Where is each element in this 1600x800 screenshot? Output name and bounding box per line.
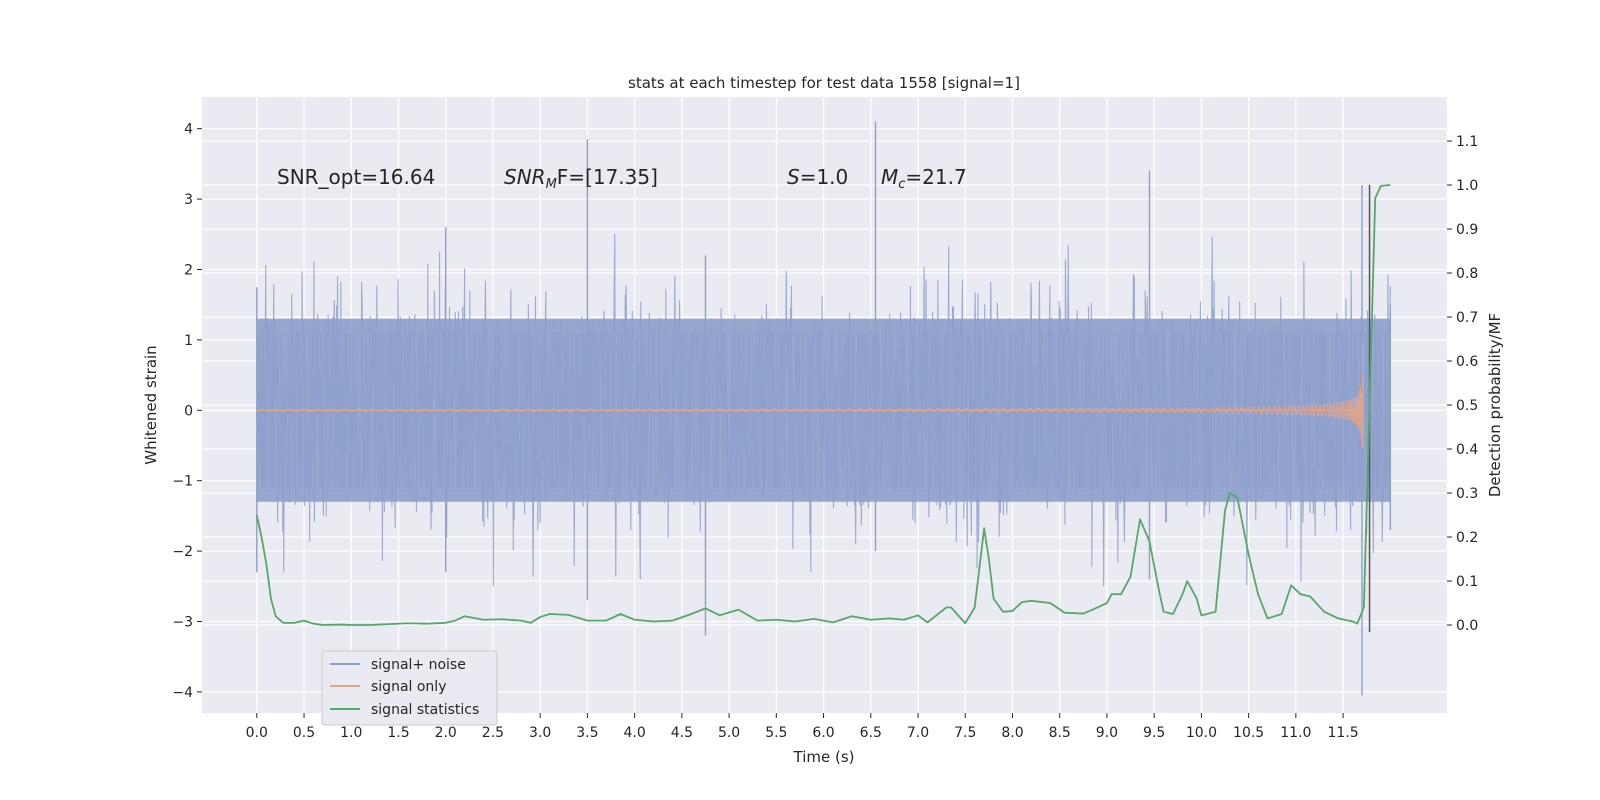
y-left-tick-label: 4 bbox=[184, 122, 193, 138]
signal-only-series bbox=[256, 342, 1365, 448]
x-tick-label: 5.0 bbox=[718, 725, 740, 741]
y-right-tick-label: 1.0 bbox=[1456, 178, 1478, 194]
y-right-tick-label: 0.4 bbox=[1456, 442, 1478, 458]
annotation-mc-label: M bbox=[881, 165, 898, 189]
x-tick-label: 0.5 bbox=[293, 725, 315, 741]
legend-label-signal-statistics: signal statistics bbox=[371, 702, 479, 718]
y-right-tick-label: 1.1 bbox=[1456, 134, 1478, 150]
y-right-tick-label: 0.3 bbox=[1456, 486, 1478, 502]
x-tick-label: 7.5 bbox=[954, 725, 976, 741]
x-tick-label: 3.0 bbox=[529, 725, 551, 741]
annotation-snr-mf-sub: M bbox=[546, 177, 557, 192]
y-left-tick-label: −1 bbox=[172, 474, 193, 490]
annotation-mc-sub: c bbox=[898, 177, 905, 192]
annotation-s-label: S bbox=[787, 165, 800, 189]
x-tick-label: 6.0 bbox=[812, 725, 834, 741]
annotation-snr-mf-main: SNR bbox=[504, 165, 546, 189]
legend: signal+ noise signal only signal statist… bbox=[321, 650, 498, 726]
x-tick-label: 9.5 bbox=[1143, 725, 1165, 741]
annotation-s-value: =1.0 bbox=[800, 165, 849, 189]
x-tick-label: 8.0 bbox=[1001, 725, 1023, 741]
chart-title: stats at each timestep for test data 155… bbox=[628, 74, 1020, 92]
y-axis-label-left: Whitened strain bbox=[142, 345, 160, 464]
annotation-s: S=1.0 bbox=[787, 165, 848, 189]
x-tick-label: 3.5 bbox=[576, 725, 598, 741]
ticks: 0.0 0.5 1.0 1.5 2.0 2.5 3.0 3.5 4.0 4.5 5.0 5.5 6.0 6… bbox=[172, 122, 1478, 741]
x-tick-label: 2.5 bbox=[482, 725, 504, 741]
annotation-snr-mf: SNRMF=[17.35] bbox=[504, 165, 658, 192]
y-right-tick-label: 0.7 bbox=[1456, 310, 1478, 326]
y-right-tick-label: 0.1 bbox=[1456, 574, 1478, 590]
y-right-tick-label: 0.9 bbox=[1456, 222, 1478, 238]
x-tick-label: 6.5 bbox=[860, 725, 882, 741]
x-tick-label: 1.0 bbox=[340, 725, 362, 741]
y-axis-label-right: Detection probability/MF bbox=[1486, 313, 1504, 497]
signal-statistics-series bbox=[255, 184, 1391, 626]
y-left-tick-label: −3 bbox=[172, 614, 193, 630]
annotation-snr-opt: SNR_opt=16.64 bbox=[277, 165, 435, 189]
legend-box bbox=[321, 650, 498, 726]
x-tick-label: 5.5 bbox=[765, 725, 787, 741]
x-tick-label: 11.5 bbox=[1328, 725, 1359, 741]
y-left-tick-label: 3 bbox=[184, 192, 193, 208]
y-right-tick-label: 0.0 bbox=[1456, 618, 1478, 634]
y-right-tick-label: 0.6 bbox=[1456, 354, 1478, 370]
y-left-tick-label: −4 bbox=[172, 685, 193, 701]
x-tick-label: 11.0 bbox=[1280, 725, 1311, 741]
x-tick-label: 10.5 bbox=[1233, 725, 1264, 741]
x-tick-label: 2.0 bbox=[435, 725, 457, 741]
annotation-mc-value: =21.7 bbox=[905, 165, 966, 189]
x-tick-label: 0.0 bbox=[246, 725, 268, 741]
x-tick-label: 4.0 bbox=[623, 725, 645, 741]
x-tick-label: 1.5 bbox=[387, 725, 409, 741]
x-tick-label: 8.5 bbox=[1049, 725, 1071, 741]
legend-label-signal-only: signal only bbox=[371, 679, 446, 695]
signal-statistics-line bbox=[255, 184, 1391, 626]
x-tick-label: 4.5 bbox=[671, 725, 693, 741]
annotation-snr-mf-rest: F=[17.35] bbox=[557, 165, 658, 189]
y-right-tick-label: 0.2 bbox=[1456, 530, 1478, 546]
annotation-mc: Mc=21.7 bbox=[881, 165, 967, 192]
x-tick-label: 9.0 bbox=[1096, 725, 1118, 741]
y-left-tick-label: 2 bbox=[184, 262, 193, 278]
y-left-tick-label: 0 bbox=[184, 403, 193, 419]
x-axis-label: Time (s) bbox=[793, 748, 855, 766]
y-right-tick-label: 0.5 bbox=[1456, 398, 1478, 414]
y-left-tick-label: −2 bbox=[172, 544, 193, 560]
y-left-tick-label: 1 bbox=[184, 333, 193, 349]
x-tick-label: 10.0 bbox=[1186, 725, 1217, 741]
x-tick-label: 7.0 bbox=[907, 725, 929, 741]
y-right-tick-label: 0.8 bbox=[1456, 266, 1478, 282]
legend-label-signal-noise: signal+ noise bbox=[371, 657, 466, 673]
